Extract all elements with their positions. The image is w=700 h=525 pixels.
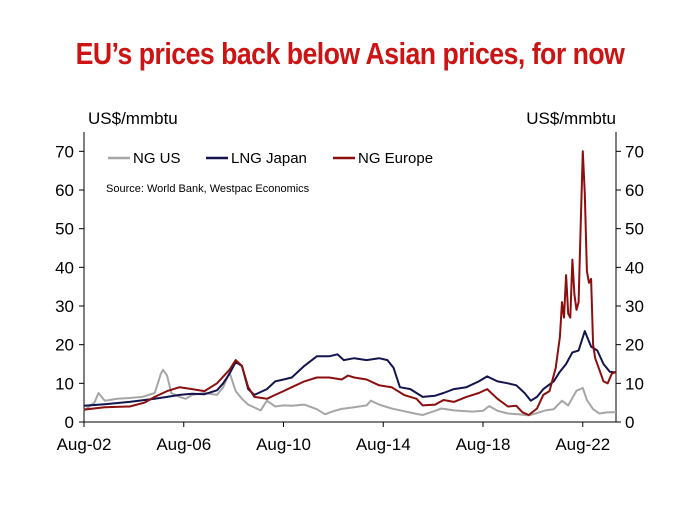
chart-legend: NG US LNG Japan NG Europe <box>108 150 433 167</box>
x-tick-label: Aug-10 <box>256 435 311 454</box>
y-tick-label-right: 50 <box>625 220 644 239</box>
y-tick-label-right: 20 <box>625 336 644 355</box>
y-tick-label-left: 70 <box>55 142 74 161</box>
legend-label-ng-us: NG US <box>133 150 181 167</box>
y-tick-label-left: 30 <box>55 297 74 316</box>
y-tick-label-left: 0 <box>65 413 74 432</box>
source-note: Source: World Bank, Westpac Economics <box>106 183 310 195</box>
y-tick-label-left: 40 <box>55 258 74 277</box>
series-line-lng-japan <box>83 330 617 407</box>
y-tick-label-left: 50 <box>55 220 74 239</box>
series-line-ng-us <box>83 368 616 417</box>
chart-axes: 0 0 10 10 20 20 30 30 40 40 50 50 60 60 70 70 Aug-02 Aug-… <box>55 132 644 454</box>
y-tick-label-right: 40 <box>625 258 644 277</box>
y-tick-label-right: 60 <box>625 181 644 200</box>
y-tick-label-left: 60 <box>55 181 74 200</box>
chart-title: EU’s prices back below Asian prices, for… <box>75 36 625 71</box>
series-line-ng-europe <box>83 150 617 416</box>
legend-label-lng-japan: LNG Japan <box>231 150 307 167</box>
x-tick-label: Aug-22 <box>555 435 610 454</box>
legend-label-ng-europe: NG Europe <box>358 150 433 167</box>
y-axis-label-left: US$/mmbtu <box>88 109 178 128</box>
x-tick-label: Aug-06 <box>156 435 211 454</box>
x-tick-label: Aug-18 <box>456 435 511 454</box>
y-tick-label-right: 0 <box>625 413 634 432</box>
x-tick-label: Aug-02 <box>57 435 112 454</box>
y-tick-label-right: 70 <box>625 142 644 161</box>
y-tick-label-right: 30 <box>625 297 644 316</box>
series-layer <box>83 150 617 417</box>
y-tick-label-left: 10 <box>55 374 74 393</box>
x-tick-label: Aug-14 <box>356 435 411 454</box>
y-axis-label-right: US$/mmbtu <box>526 109 616 128</box>
y-tick-label-left: 20 <box>55 336 74 355</box>
y-tick-label-right: 10 <box>625 374 644 393</box>
